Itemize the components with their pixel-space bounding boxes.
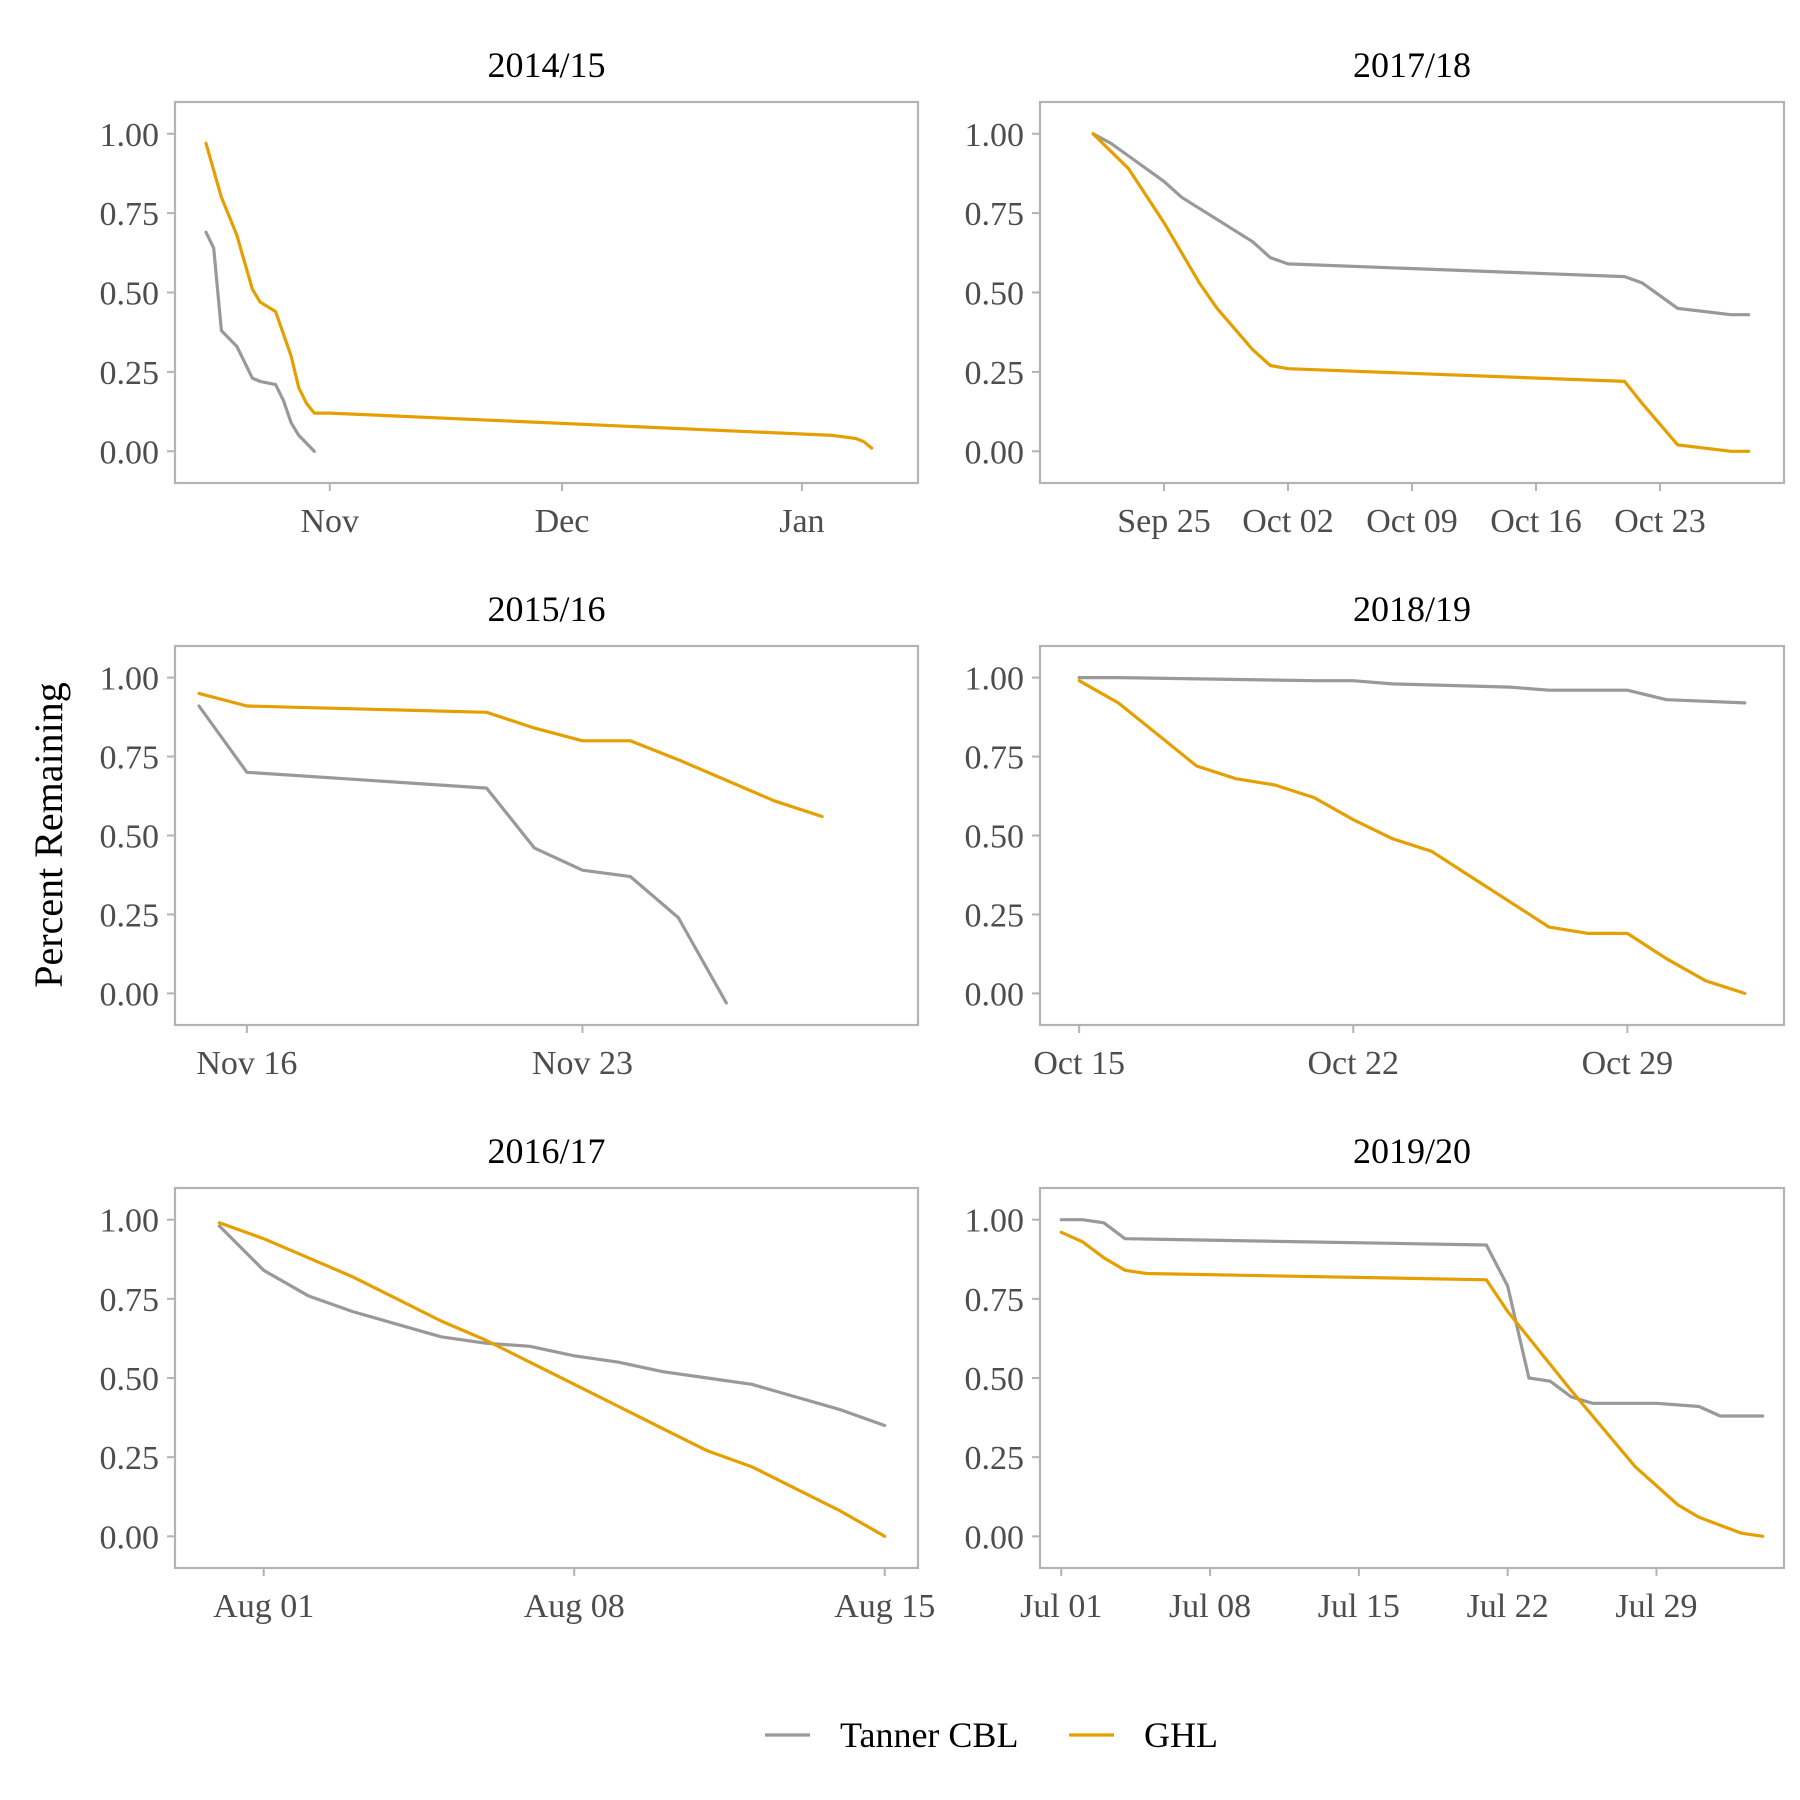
y-tick-label: 0.75 bbox=[965, 196, 1025, 233]
y-tick-label: 0.00 bbox=[965, 976, 1025, 1013]
x-tick-label: Oct 09 bbox=[1366, 503, 1458, 540]
panel-2015-16: 2015/16 0.00 0.25 0.50 0.75 1.00 Nov 16 Nov 23 bbox=[100, 589, 920, 1082]
y-tick-label: 0.00 bbox=[965, 434, 1025, 471]
y-tick-label: 0.25 bbox=[965, 1440, 1025, 1477]
y-tick-label: 0.75 bbox=[100, 1282, 160, 1319]
series-line-tanner-cbl bbox=[217, 1224, 887, 1428]
x-tick-label: Dec bbox=[535, 503, 590, 540]
y-tick-label: 0.25 bbox=[100, 897, 160, 934]
y-tick-label: 1.00 bbox=[965, 117, 1025, 154]
y-tick-label: 0.00 bbox=[100, 1519, 160, 1556]
x-tick-label: Oct 02 bbox=[1242, 503, 1334, 540]
y-tick-label: 0.50 bbox=[965, 819, 1025, 856]
panel-2018-19: 2018/19 0.00 0.25 0.50 0.75 1.00 Oct 15 Oct 22 O… bbox=[965, 589, 1786, 1082]
series-line-tanner-cbl bbox=[197, 704, 728, 1005]
x-tick-label: Jan bbox=[779, 503, 824, 540]
series-line-tanner-cbl bbox=[204, 230, 316, 453]
y-tick-label: 0.00 bbox=[100, 434, 160, 471]
x-tick-label: Oct 16 bbox=[1490, 503, 1582, 540]
panel-title: 2015/16 bbox=[487, 589, 605, 629]
y-tick-label: 0.50 bbox=[965, 276, 1025, 313]
x-tick-label: Aug 15 bbox=[834, 1588, 935, 1625]
x-tick-label: Sep 25 bbox=[1117, 503, 1211, 540]
y-tick-label: 0.25 bbox=[100, 1440, 160, 1477]
series-line-tanner-cbl bbox=[1059, 1218, 1765, 1418]
series-line-ghl bbox=[217, 1221, 887, 1538]
x-tick-label: Nov 16 bbox=[196, 1045, 297, 1082]
panel-2014-15: 2014/15 0.00 0.25 0.50 0.75 1.00 Nov Dec Jan bbox=[100, 45, 920, 540]
x-tick-label: Aug 01 bbox=[213, 1588, 314, 1625]
panel-2019-20: 2019/20 0.00 0.25 0.50 0.75 1.00 Jul 01 Jul 08 J… bbox=[965, 1131, 1786, 1625]
series-line-ghl bbox=[204, 141, 874, 450]
y-tick-label: 0.00 bbox=[100, 976, 160, 1013]
y-tick-label: 0.75 bbox=[965, 740, 1025, 777]
y-tick-label: 0.50 bbox=[100, 1361, 160, 1398]
panel-title: 2018/19 bbox=[1353, 589, 1471, 629]
y-tick-label: 0.50 bbox=[965, 1361, 1025, 1398]
x-tick-label: Jul 29 bbox=[1615, 1588, 1697, 1625]
y-tick-label: 0.75 bbox=[100, 740, 160, 777]
panel-title: 2016/17 bbox=[487, 1131, 605, 1171]
legend: Tanner CBL GHL bbox=[765, 1715, 1218, 1755]
y-tick-label: 0.25 bbox=[965, 897, 1025, 934]
chart-panels: 2014/15 0.00 0.25 0.50 0.75 1.00 Nov Dec Jan 2017… bbox=[100, 45, 1786, 1625]
y-axis-title: Percent Remaining bbox=[26, 682, 71, 987]
x-tick-label: Aug 08 bbox=[524, 1588, 625, 1625]
panel-title: 2017/18 bbox=[1353, 45, 1471, 85]
x-tick-label: Jul 08 bbox=[1169, 1588, 1251, 1625]
legend-label-ghl: GHL bbox=[1144, 1715, 1218, 1755]
x-tick-label: Oct 23 bbox=[1614, 503, 1706, 540]
series-line-ghl bbox=[197, 691, 824, 819]
panel-title: 2019/20 bbox=[1353, 1131, 1471, 1171]
series-line-ghl bbox=[1091, 132, 1751, 453]
panel-2016-17: 2016/17 0.00 0.25 0.50 0.75 1.00 Aug 01 Aug 08 A… bbox=[100, 1131, 936, 1625]
series-line-ghl bbox=[1077, 679, 1747, 995]
y-tick-label: 1.00 bbox=[965, 1203, 1025, 1240]
x-tick-label: Jul 22 bbox=[1467, 1588, 1549, 1625]
y-tick-label: 0.50 bbox=[100, 819, 160, 856]
x-tick-label: Oct 15 bbox=[1033, 1045, 1125, 1082]
series-line-tanner-cbl bbox=[1077, 676, 1747, 705]
y-tick-label: 0.00 bbox=[965, 1519, 1025, 1556]
y-tick-label: 1.00 bbox=[100, 661, 160, 698]
panel-2017-18: 2017/18 0.00 0.25 0.50 0.75 1.00 Sep 25 Oct 02 O… bbox=[965, 45, 1786, 540]
y-tick-label: 1.00 bbox=[100, 1203, 160, 1240]
y-tick-label: 1.00 bbox=[100, 117, 160, 154]
x-tick-label: Nov bbox=[301, 503, 360, 540]
y-tick-label: 0.75 bbox=[965, 1282, 1025, 1319]
panel-title: 2014/15 bbox=[487, 45, 605, 85]
y-tick-label: 0.25 bbox=[965, 355, 1025, 392]
x-tick-label: Jul 15 bbox=[1318, 1588, 1400, 1625]
series-line-tanner-cbl bbox=[1091, 132, 1751, 317]
y-tick-label: 0.75 bbox=[100, 196, 160, 233]
x-tick-label: Oct 29 bbox=[1582, 1045, 1674, 1082]
y-tick-label: 0.25 bbox=[100, 355, 160, 392]
x-tick-label: Nov 23 bbox=[532, 1045, 633, 1082]
legend-label-tanner-cbl: Tanner CBL bbox=[840, 1715, 1018, 1755]
series-line-ghl bbox=[1059, 1230, 1765, 1538]
y-tick-label: 0.50 bbox=[100, 276, 160, 313]
x-tick-label: Jul 01 bbox=[1020, 1588, 1102, 1625]
x-tick-label: Oct 22 bbox=[1307, 1045, 1399, 1082]
y-tick-label: 1.00 bbox=[965, 661, 1025, 698]
